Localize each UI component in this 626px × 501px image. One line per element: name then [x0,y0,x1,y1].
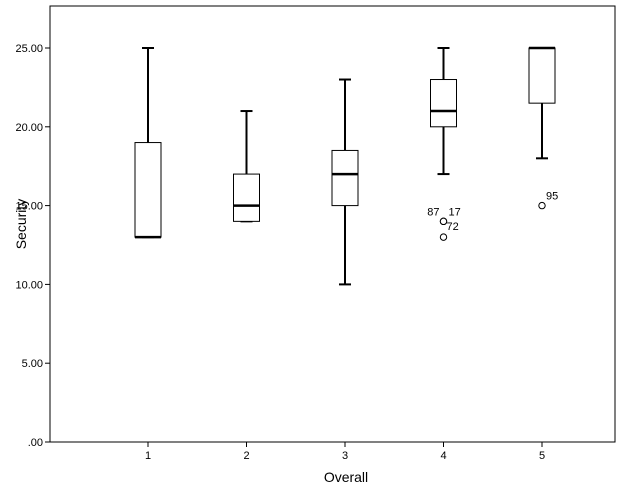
outlier-label: 72 [447,221,459,233]
x-tick-label: 4 [440,450,446,462]
outlier-label: 17 [449,206,461,218]
box-iqr [528,47,556,104]
x-tick-label: 2 [243,450,249,462]
outlier-label: 95 [546,191,558,203]
x-tick-label: 1 [145,450,151,462]
y-tick-label: .00 [28,437,43,449]
box-group-5: 95 [528,46,558,210]
box-iqr [233,173,260,222]
box-group-1 [134,47,162,239]
outlier-label: 87 [427,206,439,218]
y-tick-label: 5.00 [22,358,43,370]
outlier-point [439,217,448,226]
box-iqr [134,142,162,238]
outlier-point [439,233,448,241]
y-tick-label: 25.00 [15,43,43,55]
x-axis-title: Overall [324,469,368,485]
box-iqr [331,149,359,207]
boxes-layer: 87 17 72 95 [134,46,558,286]
box-group-4: 87 17 72 [427,47,461,241]
box-group-2 [233,110,260,223]
y-axis: .00 5.00 10.00 15.00 20.00 25.00 [15,43,50,449]
y-tick-label: 20.00 [15,122,43,134]
y-tick-label: 10.00 [15,279,43,291]
x-tick-label: 5 [539,450,545,462]
outlier-point [538,201,546,210]
x-tick-label: 3 [342,450,348,462]
y-axis-title: Security [13,199,29,250]
box-iqr [430,79,457,128]
x-axis: 1 2 3 4 5 [145,442,545,462]
y-tick-label: 15.00 [15,201,43,213]
box-group-3 [331,78,359,286]
